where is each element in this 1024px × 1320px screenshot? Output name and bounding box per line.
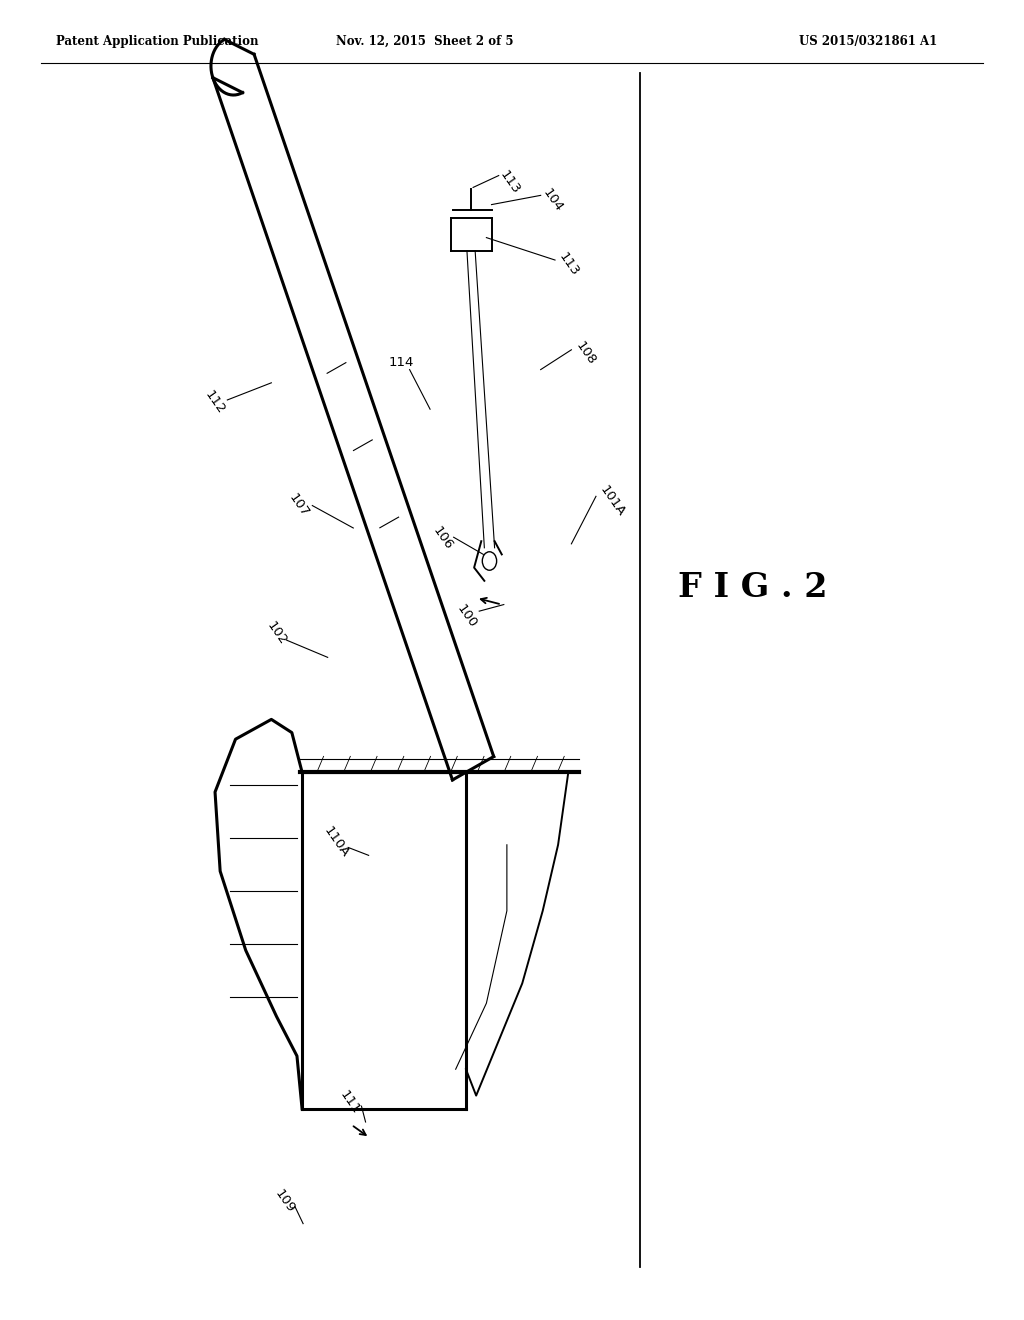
Text: 104: 104 (541, 186, 565, 215)
Text: 109: 109 (272, 1187, 297, 1216)
Text: 102: 102 (264, 619, 289, 648)
Text: 107: 107 (287, 491, 311, 520)
Text: Nov. 12, 2015  Sheet 2 of 5: Nov. 12, 2015 Sheet 2 of 5 (336, 34, 514, 48)
Text: 113: 113 (556, 249, 581, 279)
Text: 110A: 110A (321, 824, 351, 861)
Text: 114: 114 (389, 356, 414, 370)
Text: 100: 100 (455, 602, 479, 631)
Text: 112: 112 (203, 388, 227, 417)
Text: 111: 111 (338, 1088, 362, 1117)
Text: F I G . 2: F I G . 2 (678, 570, 827, 605)
Text: 113: 113 (498, 168, 522, 197)
Text: 108: 108 (573, 339, 598, 368)
Text: 106: 106 (430, 524, 455, 553)
Text: US 2015/0321861 A1: US 2015/0321861 A1 (799, 34, 937, 48)
Text: Patent Application Publication: Patent Application Publication (56, 34, 259, 48)
Text: 101A: 101A (597, 483, 628, 520)
